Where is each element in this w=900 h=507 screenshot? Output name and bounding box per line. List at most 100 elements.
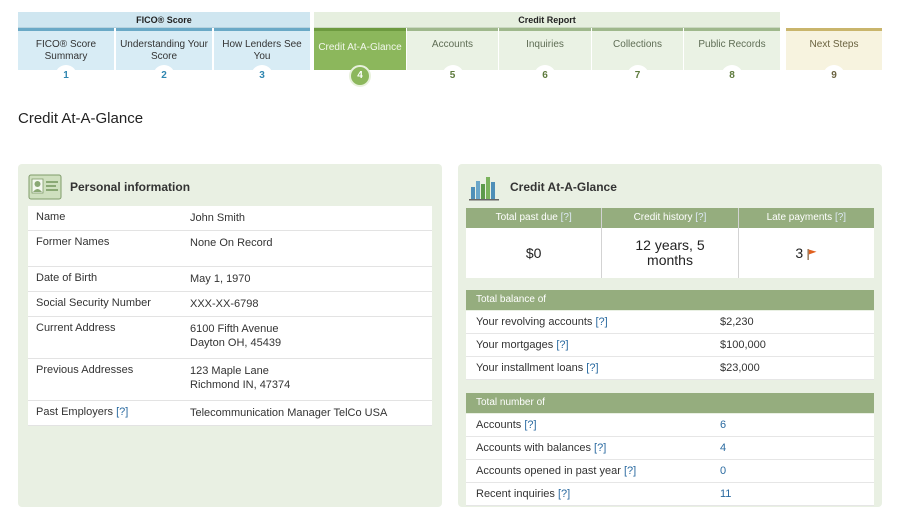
summary-header: Total past due [?] bbox=[466, 208, 602, 228]
step-understanding-your-score[interactable]: Understanding Your Score 2 bbox=[116, 28, 212, 87]
step-label: Understanding Your Score bbox=[120, 39, 208, 62]
personal-information-header: Personal information bbox=[28, 172, 190, 202]
info-label: Social Security Number bbox=[36, 297, 151, 309]
summary-label: Credit history bbox=[633, 212, 693, 223]
total-balance-header: Total balance of bbox=[466, 290, 874, 310]
credit-at-a-glance-header: Credit At-A-Glance bbox=[468, 172, 617, 202]
number-row-accounts: Accounts [?] 6 bbox=[466, 414, 874, 437]
help-link[interactable]: [?] bbox=[624, 465, 637, 477]
help-link[interactable]: [?] bbox=[556, 339, 569, 351]
step-label: Accounts bbox=[431, 39, 474, 50]
number-row-accounts-opened: Accounts opened in past year [?] 0 bbox=[466, 460, 874, 483]
step-number: 5 bbox=[441, 65, 464, 87]
help-link[interactable]: [?] bbox=[557, 488, 571, 500]
row-label: Accounts opened in past year [?] bbox=[476, 465, 720, 477]
row-value-link[interactable]: 4 bbox=[720, 442, 727, 454]
row-label: Accounts [?] bbox=[476, 419, 720, 431]
credit-report-group-header: Credit Report bbox=[314, 12, 780, 28]
step-number: 6 bbox=[534, 65, 556, 87]
step-number: 1 bbox=[55, 65, 77, 87]
info-row-past-employers: Past Employers [?] Telecommunication Man… bbox=[28, 401, 432, 426]
summary-label: Late payments bbox=[766, 212, 833, 223]
credit-history-box: Credit history [?] 12 years, 5 months bbox=[602, 208, 739, 278]
page-title: Credit At-A-Glance bbox=[18, 110, 144, 127]
personal-information-table: Name John Smith Former Names None On Rec… bbox=[28, 206, 432, 426]
step-number: 8 bbox=[721, 65, 743, 87]
step-collections[interactable]: Collections 7 bbox=[592, 28, 683, 87]
row-value-link[interactable]: 0 bbox=[720, 465, 727, 477]
info-label: Date of Birth bbox=[36, 272, 98, 284]
row-label: Your revolving accounts [?] bbox=[476, 316, 720, 328]
row-value-link[interactable]: 6 bbox=[720, 419, 727, 431]
step-number: 4 bbox=[349, 65, 371, 87]
total-balance-rows: Your revolving accounts [?] $2,230 Your … bbox=[466, 311, 874, 380]
help-link[interactable]: [?] bbox=[116, 406, 129, 418]
row-value: $2,230 bbox=[720, 316, 754, 328]
row-label-text: Your mortgages bbox=[476, 339, 554, 351]
total-number-rows: Accounts [?] 6 Accounts with balances [?… bbox=[466, 414, 874, 506]
step-label: FICO® Score Summary bbox=[35, 39, 97, 62]
row-label-text: Accounts bbox=[476, 419, 522, 431]
step-next-steps[interactable]: Next Steps 9 bbox=[786, 28, 882, 87]
summary-value: $0 bbox=[525, 244, 542, 261]
info-label: Former Names bbox=[36, 236, 110, 248]
balance-row-installment: Your installment loans [?] $23,000 bbox=[466, 357, 874, 380]
balance-row-revolving: Your revolving accounts [?] $2,230 bbox=[466, 311, 874, 334]
help-link[interactable]: [?] bbox=[695, 212, 707, 223]
summary-header: Credit history [?] bbox=[602, 208, 738, 228]
step-number: 3 bbox=[251, 65, 273, 87]
summary-value-wrap: 3 bbox=[739, 228, 874, 278]
step-label: Public Records bbox=[698, 39, 766, 50]
info-value: 6100 Fifth Avenue Dayton OH, 45439 bbox=[190, 322, 424, 353]
row-label: Your mortgages [?] bbox=[476, 339, 720, 351]
info-row-current-address: Current Address 6100 Fifth Avenue Dayton… bbox=[28, 317, 432, 359]
help-link[interactable]: [?] bbox=[595, 316, 608, 328]
step-inquiries[interactable]: Inquiries 6 bbox=[499, 28, 591, 87]
info-label: Name bbox=[36, 211, 66, 223]
info-row-former-names: Former Names None On Record bbox=[28, 231, 432, 267]
credit-at-a-glance-panel: Credit At-A-Glance Total past due [?] $0… bbox=[458, 164, 882, 507]
row-label-text: Accounts with balances bbox=[476, 442, 591, 454]
info-value: None On Record bbox=[190, 237, 273, 249]
help-link[interactable]: [?] bbox=[560, 212, 572, 223]
summary-value: 3 bbox=[795, 244, 804, 261]
row-label: Your installment loans [?] bbox=[476, 362, 720, 374]
step-number: 7 bbox=[626, 65, 649, 87]
step-label: Next Steps bbox=[809, 39, 859, 50]
balance-row-mortgages: Your mortgages [?] $100,000 bbox=[466, 334, 874, 357]
help-link[interactable]: [?] bbox=[586, 362, 599, 374]
row-label-text: Recent inquiries bbox=[476, 488, 555, 500]
step-number: 2 bbox=[153, 65, 175, 87]
step-credit-at-a-glance[interactable]: Credit At-A-Glance 4 bbox=[314, 28, 406, 87]
address-line-2: Richmond IN, 47374 bbox=[190, 379, 291, 391]
step-label: Credit At-A-Glance bbox=[318, 42, 402, 53]
info-value: XXX-XX-6798 bbox=[190, 298, 259, 310]
row-label-text: Your installment loans bbox=[476, 362, 584, 374]
info-label: Current Address bbox=[36, 322, 116, 334]
info-row-ssn: Social Security Number XXX-XX-6798 bbox=[28, 292, 432, 317]
step-number: 9 bbox=[823, 65, 845, 87]
fico-score-group-header: FICO® Score bbox=[18, 12, 310, 28]
row-value: $100,000 bbox=[720, 339, 766, 351]
step-accounts[interactable]: Accounts 5 bbox=[407, 28, 498, 87]
row-label: Recent inquiries [?] bbox=[476, 488, 720, 500]
info-value: 123 Maple Lane Richmond IN, 47374 bbox=[190, 364, 424, 395]
row-label: Accounts with balances [?] bbox=[476, 442, 720, 454]
address-line-1: 6100 Fifth Avenue bbox=[190, 323, 279, 335]
step-fico-score-summary[interactable]: FICO® Score Summary 1 bbox=[18, 28, 114, 87]
address-line-1: 123 Maple Lane bbox=[190, 365, 269, 377]
step-public-records[interactable]: Public Records 8 bbox=[684, 28, 780, 87]
bar-chart-icon bbox=[468, 173, 502, 201]
step-how-lenders-see-you[interactable]: How Lenders See You 3 bbox=[214, 28, 310, 87]
summary-label: Total past due bbox=[495, 212, 558, 223]
row-value-link[interactable]: 11 bbox=[720, 488, 732, 500]
help-link[interactable]: [?] bbox=[524, 419, 537, 431]
summary-value: 12 years, 5 months bbox=[635, 237, 705, 268]
step-label: Inquiries bbox=[526, 39, 564, 50]
help-link[interactable]: [?] bbox=[594, 442, 607, 454]
credit-at-a-glance-title: Credit At-A-Glance bbox=[510, 180, 617, 194]
help-link[interactable]: [?] bbox=[834, 212, 847, 223]
personal-information-panel: Personal information Name John Smith For… bbox=[18, 164, 442, 507]
personal-information-title: Personal information bbox=[70, 180, 191, 194]
number-row-recent-inquiries: Recent inquiries [?] 11 bbox=[466, 483, 874, 506]
